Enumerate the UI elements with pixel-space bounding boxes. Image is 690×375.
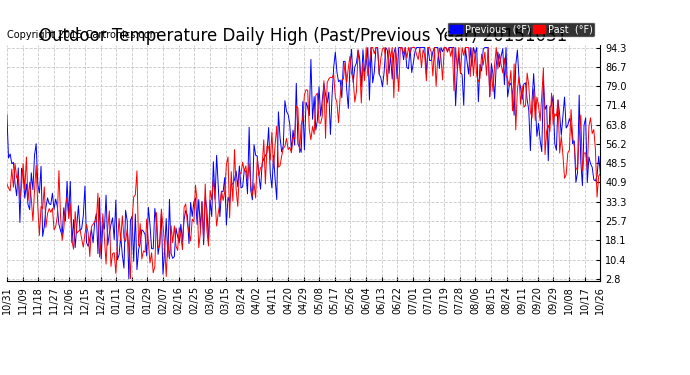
Past  (°F) — [104, 226, 112, 231]
Past  (°F) — [445, 45, 453, 50]
Previous  (°F) — [413, 45, 421, 50]
Previous  (°F) — [61, 219, 70, 223]
Past  (°F) — [367, 45, 375, 50]
Past  (°F) — [413, 53, 421, 57]
Previous  (°F) — [126, 218, 135, 222]
Past  (°F) — [61, 204, 70, 209]
Past  (°F) — [125, 245, 133, 250]
Previous  (°F) — [125, 276, 133, 281]
Previous  (°F) — [445, 45, 453, 50]
Previous  (°F) — [104, 243, 112, 248]
Legend: Previous  (°F), Past  (°F): Previous (°F), Past (°F) — [447, 21, 595, 38]
Text: Copyright 2015 Cartronics.com: Copyright 2015 Cartronics.com — [7, 30, 159, 40]
Past  (°F) — [126, 276, 135, 281]
Past  (°F) — [3, 182, 11, 186]
Previous  (°F) — [596, 171, 604, 175]
Previous  (°F) — [325, 90, 333, 94]
Line: Previous  (°F): Previous (°F) — [7, 48, 600, 279]
Line: Past  (°F): Past (°F) — [7, 48, 600, 279]
Previous  (°F) — [3, 112, 11, 117]
Past  (°F) — [325, 76, 333, 81]
Title: Outdoor Temperature Daily High (Past/Previous Year) 20151031: Outdoor Temperature Daily High (Past/Pre… — [39, 27, 568, 45]
Past  (°F) — [596, 171, 604, 176]
Previous  (°F) — [364, 45, 372, 50]
